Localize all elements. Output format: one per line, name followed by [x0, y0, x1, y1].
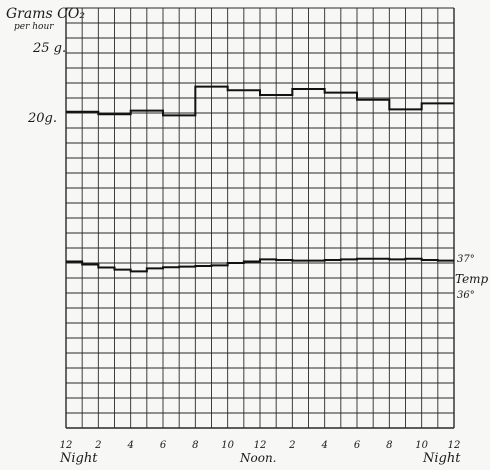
x-tick-label: 10: [415, 440, 428, 451]
temp-label-37: 37°: [457, 254, 475, 265]
y-axis-sublabel: per hour: [14, 22, 54, 32]
x-tick-label: 2: [94, 440, 101, 451]
chart-series: [66, 85, 454, 273]
x-tick-label: 12: [448, 440, 461, 451]
x-tick-labels: 12 2 4 6 8 10 12 2 4 6 8 10 12: [60, 440, 461, 451]
x-tick-label: 8: [192, 440, 198, 451]
x-tick-label: 2: [288, 440, 295, 451]
x-tick-label: 12: [254, 440, 267, 451]
x-annotation-night-left: Night: [59, 451, 98, 466]
x-annotation-night-right: Night: [422, 451, 461, 466]
x-tick-label: 12: [60, 440, 73, 451]
x-tick-label: 4: [126, 440, 133, 451]
y-axis-title: Grams CO₂ per hour: [6, 6, 85, 32]
x-annotation-noon: Noon.: [239, 451, 277, 465]
temperature-series-line: [66, 257, 454, 273]
chart-grid: [65, 7, 455, 429]
y-tick-label-20: 20g.: [27, 111, 57, 126]
x-tick-label: 4: [320, 440, 327, 451]
y-tick-label-25: 25 g.: [32, 41, 66, 56]
y-axis-label: Grams CO₂: [6, 6, 85, 22]
x-tick-label: 6: [160, 440, 167, 451]
x-tick-label: 10: [221, 440, 234, 451]
co2-series-line: [66, 85, 454, 117]
temp-label: Temp: [455, 272, 489, 286]
x-tick-label: 6: [354, 440, 361, 451]
x-tick-label: 8: [386, 440, 392, 451]
temp-label-36: 36°: [457, 290, 475, 301]
